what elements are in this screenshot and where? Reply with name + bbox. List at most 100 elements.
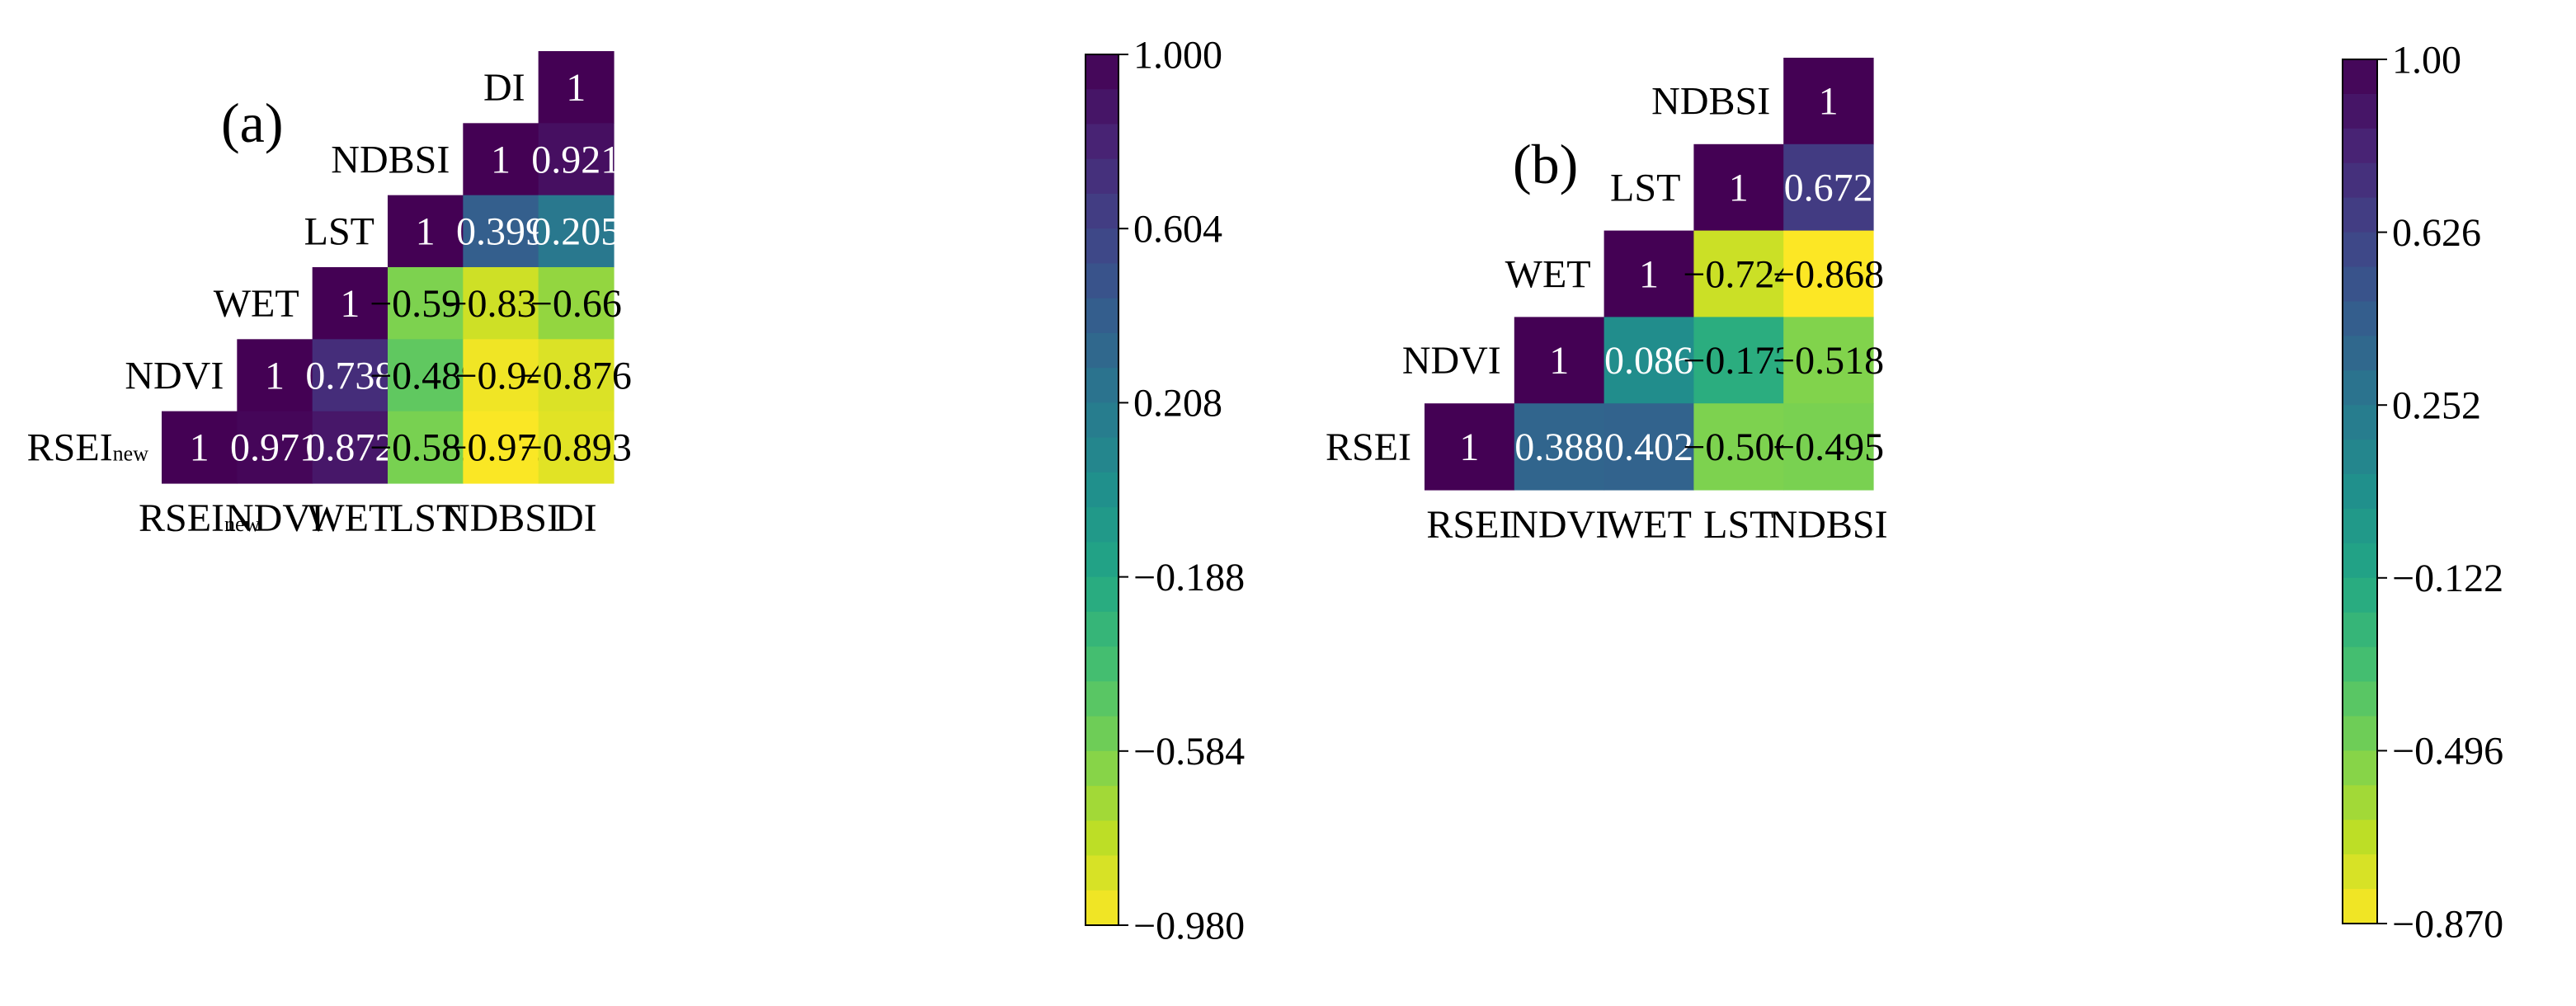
colorbar-segment [1085, 576, 1118, 613]
colorbar-segment [1085, 890, 1118, 926]
column-label: NDVI [1509, 503, 1608, 547]
column-label: NDVI [225, 496, 324, 540]
colorbar-tick-label: −0.980 [1133, 904, 1245, 947]
row-label-text: WET [214, 282, 299, 326]
heatmap-cell [538, 411, 615, 484]
heatmap-cell [312, 411, 389, 484]
colorbar-tick-label: 0.604 [1133, 208, 1222, 252]
cell-value-label: −0.66 [530, 282, 622, 326]
heatmap-cell [538, 339, 615, 412]
row-label: RSEInew [27, 426, 149, 470]
colorbar-segment [2343, 854, 2377, 890]
column-label: RSEInew [139, 496, 261, 540]
heatmap-cell [312, 339, 389, 412]
colorbar-segment [1085, 472, 1118, 508]
colorbar-segment [2343, 232, 2377, 268]
cell-value-label: −0.506 [1683, 425, 1794, 469]
heatmap-cell [1783, 403, 1874, 491]
cell-value-label: −0.495 [1773, 425, 1884, 469]
heatmap-cell [312, 266, 389, 340]
cell-value-label: 1 [190, 426, 210, 470]
colorbar-segment [2343, 197, 2377, 233]
colorbar-segment [1085, 646, 1118, 682]
colorbar-tick-label: 0.626 [2392, 211, 2481, 255]
cell-value-label: 1 [491, 138, 511, 181]
cell-value-label: 1 [1729, 167, 1749, 210]
column-label: NDBSI [441, 496, 560, 540]
colorbar-segment [1085, 437, 1118, 473]
colorbar-segment [1085, 820, 1118, 857]
row-label-text: LST [304, 210, 374, 254]
colorbar-segment [1085, 228, 1118, 265]
panel-label-text: (b) [1513, 133, 1578, 195]
column-label-text: NDBSI [441, 496, 560, 540]
row-label: WET [214, 282, 299, 326]
colorbar-segment [2343, 889, 2377, 924]
heatmap-cell [463, 266, 539, 340]
column-label-text: NDVI [1509, 503, 1608, 547]
colorbar-segment [1085, 263, 1118, 299]
heatmap-cell [463, 339, 539, 412]
colorbar-segment [2343, 474, 2377, 510]
heatmap-cell [387, 195, 464, 268]
column-label-text: DI [555, 496, 597, 540]
heatmap-cell [387, 266, 464, 340]
colorbar-frame [2342, 59, 2378, 924]
column-label: DI [555, 496, 597, 540]
panel-label: (a) [221, 92, 283, 154]
column-label-text: WET [1606, 503, 1692, 547]
column-label-subscript: new [224, 512, 261, 536]
heatmap-cell [1693, 143, 1784, 232]
heatmap-cell [1604, 403, 1694, 491]
cell-value-label: −0.893 [520, 426, 632, 470]
heatmap-cell [1693, 317, 1784, 404]
cell-value-label: 1 [566, 66, 586, 110]
cell-value-label: 0.971 [230, 426, 319, 470]
colorbar-segment [1085, 855, 1118, 891]
colorbar-segment [1085, 368, 1118, 403]
heatmap-cell [237, 411, 313, 484]
colorbar-segment [1085, 158, 1118, 195]
colorbar-segment [2343, 336, 2377, 371]
cell-value-label: 1 [265, 354, 285, 397]
cell-value-label: 1 [1819, 80, 1839, 124]
row-label-subscript: new [113, 442, 149, 466]
column-label-text: WET [307, 496, 393, 540]
colorbar-segment [2343, 577, 2377, 613]
colorbar-segment [1085, 193, 1118, 229]
row-label: NDBSI [1651, 80, 1770, 124]
row-label: NDBSI [331, 138, 450, 181]
cell-value-label: −0.489 [370, 354, 481, 397]
colorbar-segment [1085, 124, 1118, 160]
row-label: DI [483, 66, 525, 110]
colorbar-tick-label: 0.208 [1133, 382, 1222, 425]
row-label: NDVI [1402, 339, 1501, 383]
column-label-text: RSEI [1426, 503, 1512, 547]
colorbar-tick-label: −0.188 [1133, 556, 1245, 599]
row-label: LST [304, 210, 374, 254]
colorbar-tick-label: 1.000 [1133, 33, 1222, 77]
cell-value-label: 0.921 [531, 138, 620, 181]
cell-value-label: −0.582 [370, 426, 481, 470]
heatmap-cell [463, 195, 539, 268]
cell-value-label: 1 [1459, 425, 1479, 469]
cell-value-label: 1 [340, 282, 360, 326]
heatmap-cell [538, 266, 615, 340]
column-label: WET [307, 496, 393, 540]
colorbar-segment [2343, 646, 2377, 683]
panel-label: (b) [1513, 133, 1578, 195]
colorbar-segment [2343, 543, 2377, 579]
colorbar-segment [1085, 507, 1118, 543]
row-label: LST [1610, 167, 1680, 210]
heatmap-cell [538, 51, 615, 124]
column-label-text: LST [390, 496, 460, 540]
row-label-text: NDVI [1402, 339, 1501, 383]
heatmap-cell [463, 411, 539, 484]
panel-b-heatmap: (b) 1 1 0.672 1 −0.724−0.868 1 0.086−0.173−0.51… [1326, 38, 2503, 946]
colorbar-segment [1085, 750, 1118, 787]
cell-value-label: −0.972 [445, 426, 556, 470]
column-label-text: NDBSI [1769, 503, 1888, 547]
